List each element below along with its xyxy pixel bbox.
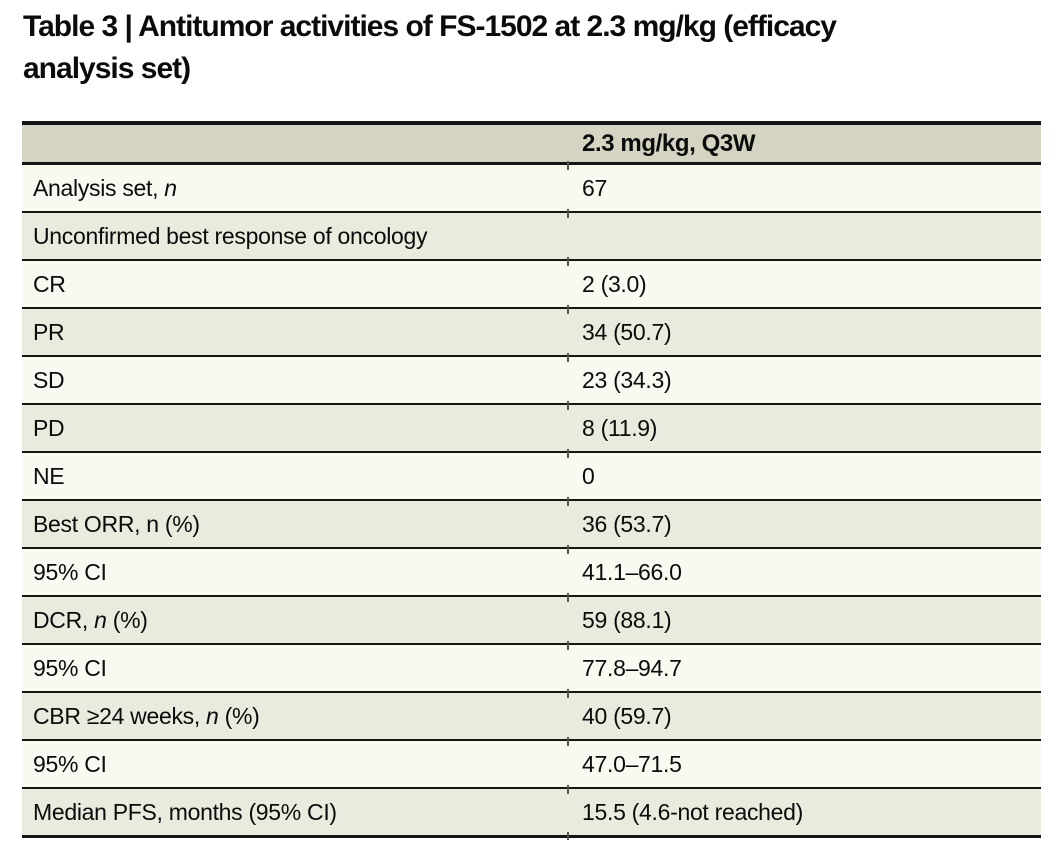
row-value: 47.0–71.5 [582,750,682,777]
header-dose-label: 2.3 mg/kg, Q3W [582,129,756,157]
row-label: CR [33,270,66,297]
row-label: CBR ≥24 weeks, n (%) [33,702,260,729]
row-label: PR [33,318,65,345]
column-tick [567,689,569,698]
table-subheader-row: Unconfirmed best response of oncology [22,209,1041,259]
data-table: 2.3 mg/kg, Q3W Analysis set, n 67 Unconf… [22,121,1041,840]
row-label: 95% CI [33,654,107,681]
row-value: 8 (11.9) [582,414,658,441]
column-tick [567,785,569,794]
table-row: CR 2 (3.0) [22,257,1041,307]
row-label: DCR, n (%) [33,606,148,633]
row-value: 0 [582,462,595,489]
column-tick [567,737,569,746]
column-tick [567,401,569,410]
column-tick [567,209,569,218]
table-row: PD 8 (11.9) [22,401,1041,451]
table-row: SD 23 (34.3) [22,353,1041,403]
row-label: PD [33,414,65,441]
column-tick [567,449,569,458]
table-row: CBR ≥24 weeks, n (%) 40 (59.7) [22,689,1041,739]
row-value: 41.1–66.0 [582,558,682,585]
table-row: Best ORR, n (%) 36 (53.7) [22,497,1041,547]
row-label: 95% CI [33,558,107,585]
row-label: NE [33,462,65,489]
row-value: 34 (50.7) [582,318,672,345]
column-tick [567,161,569,170]
row-label: Best ORR, n (%) [33,510,200,537]
table-row: NE 0 [22,449,1041,499]
column-tick [567,305,569,314]
table-row: 95% CI 47.0–71.5 [22,737,1041,787]
column-tick [567,832,569,840]
title-line-1: Table 3 | Antitumor activities of FS-150… [23,10,837,43]
column-tick [567,545,569,554]
row-value: 23 (34.3) [582,366,672,393]
row-value: 40 (59.7) [582,702,672,729]
row-value: 36 (53.7) [582,510,672,537]
table-row: Median PFS, months (95% CI) 15.5 (4.6-no… [22,785,1041,840]
row-value: 67 [582,174,607,201]
column-tick [567,257,569,266]
column-tick [567,353,569,362]
table-row: DCR, n (%) 59 (88.1) [22,593,1041,643]
row-label: SD [33,366,65,393]
row-label: Analysis set, n [33,174,177,201]
title-line-2: analysis set) [23,52,191,85]
column-tick [567,593,569,602]
table-row: Analysis set, n 67 [22,161,1041,211]
table-row: 95% CI 77.8–94.7 [22,641,1041,691]
row-value: 2 (3.0) [582,270,647,297]
row-value: 77.8–94.7 [582,654,682,681]
page-title: Table 3 | Antitumor activities of FS-150… [23,6,837,90]
table-header-row: 2.3 mg/kg, Q3W [22,125,1041,165]
row-value: 15.5 (4.6-not reached) [582,798,803,825]
column-tick [567,497,569,506]
row-value: 59 (88.1) [582,606,672,633]
table-row: PR 34 (50.7) [22,305,1041,355]
column-tick [567,641,569,650]
table-row: 95% CI 41.1–66.0 [22,545,1041,595]
row-label: Unconfirmed best response of oncology [33,222,428,249]
row-label: 95% CI [33,750,107,777]
row-label: Median PFS, months (95% CI) [33,798,337,825]
